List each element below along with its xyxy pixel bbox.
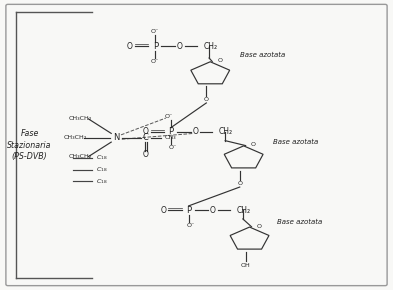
Text: CH₃CH₂: CH₃CH₂ — [69, 154, 92, 159]
Text: Base azotata: Base azotata — [240, 52, 285, 58]
FancyBboxPatch shape — [6, 4, 387, 286]
Text: CH₂: CH₂ — [203, 42, 217, 51]
Text: O: O — [218, 58, 222, 64]
Text: CH₃: CH₃ — [165, 135, 177, 140]
Polygon shape — [230, 227, 269, 249]
Text: O: O — [204, 97, 209, 102]
Text: Base azotata: Base azotata — [273, 139, 318, 145]
Text: $C_{18}$: $C_{18}$ — [96, 177, 108, 186]
Text: Base azotata: Base azotata — [277, 219, 322, 225]
Text: O: O — [251, 142, 256, 148]
Text: O⁻: O⁻ — [151, 59, 159, 64]
Polygon shape — [224, 146, 263, 168]
Text: O: O — [193, 127, 198, 137]
Text: O: O — [143, 150, 148, 159]
Text: O: O — [160, 206, 166, 215]
Text: N: N — [113, 133, 119, 142]
Text: $C_{18}$: $C_{18}$ — [96, 154, 108, 162]
Polygon shape — [191, 62, 230, 84]
Text: C: C — [143, 133, 148, 142]
Text: CH₃CH₂: CH₃CH₂ — [69, 116, 92, 122]
Text: O: O — [257, 224, 262, 229]
Text: OH: OH — [241, 263, 250, 268]
Text: CH₂: CH₂ — [219, 127, 233, 137]
Text: O: O — [237, 181, 242, 186]
Text: CH₃CH₂: CH₃CH₂ — [63, 135, 86, 140]
Text: O: O — [210, 206, 216, 215]
Text: O⁻: O⁻ — [187, 223, 195, 228]
Text: P: P — [186, 206, 191, 215]
Text: $C_{18}$: $C_{18}$ — [96, 165, 108, 174]
Text: CH₂: CH₂ — [237, 206, 251, 215]
Text: O: O — [143, 127, 148, 137]
Text: O⁻: O⁻ — [169, 145, 177, 150]
Text: O: O — [177, 42, 182, 51]
Text: O: O — [127, 42, 132, 51]
Text: O⁻: O⁻ — [151, 28, 159, 34]
Text: P: P — [152, 42, 158, 51]
Text: Fase
Stazionaria
(PS-DVB): Fase Stazionaria (PS-DVB) — [7, 129, 52, 161]
Text: P: P — [168, 127, 174, 137]
Text: O⁻: O⁻ — [165, 114, 173, 119]
